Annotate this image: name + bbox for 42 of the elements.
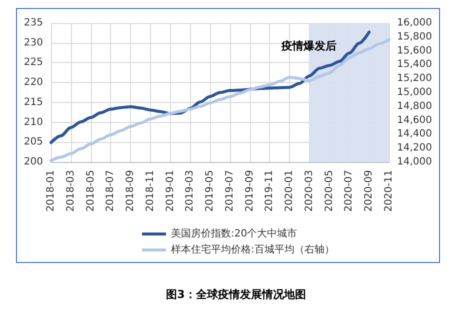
x-tick-label: 2020-05 [324, 170, 335, 212]
x-tick-label: 2020-07 [344, 170, 355, 212]
x-tick-label: 2019-05 [204, 170, 216, 212]
x-tick-label: 2019-09 [244, 170, 256, 212]
y2-tick-label: 15,200 [397, 73, 432, 84]
y2-tick-label: 15,800 [397, 31, 432, 42]
x-tick-label: 2020-01 [284, 170, 296, 212]
y-tick-label: 225 [24, 57, 43, 68]
y-tick-label: 230 [24, 37, 43, 48]
x-tick-label: 2018-05 [85, 170, 96, 212]
line-series [50, 38, 390, 162]
y2-tick-label: 15,000 [397, 87, 432, 98]
x-tick-label: 2018-07 [105, 170, 116, 212]
y2-tick-label: 14,000 [397, 156, 432, 168]
y-tick-label: 210 [24, 116, 43, 128]
x-tick-label: 2019-03 [184, 170, 196, 212]
y-tick-label: 235 [24, 18, 43, 28]
caption: 图3：全球疫情发展情况地图 [165, 287, 307, 303]
y2-tick-label: 15,600 [397, 45, 432, 56]
x-tick-label: 2018-09 [125, 170, 136, 212]
y-tick-label: 215 [24, 96, 43, 108]
y-tick-label: 200 [24, 156, 43, 168]
x-tick-label: 2019-07 [224, 170, 236, 212]
y-tick-label: 205 [24, 136, 43, 148]
y2-tick-label: 14,800 [397, 100, 432, 112]
x-tick-label: 2018-01 [46, 170, 56, 212]
legend-label: 样本住宅平均价格:百城平均（右轴） [171, 244, 334, 256]
x-tick-label: 2020-09 [364, 170, 375, 212]
x-tick-label: 2019-11 [264, 170, 276, 212]
y2-tick-label: 16,000 [397, 18, 432, 28]
y2-tick-label: 14,600 [397, 114, 432, 126]
x-tick-label: 2020-11 [384, 170, 394, 212]
y2-tick-label: 14,200 [397, 142, 432, 154]
y2-tick-label: 15,400 [397, 59, 432, 70]
x-tick-label: 2018-11 [144, 170, 156, 212]
y2-tick-label: 14,400 [397, 128, 432, 140]
legend-label: 美国房价指数:20个大中城市 [171, 228, 298, 240]
band-label: 疫情爆发后 [280, 40, 337, 52]
x-tick-label: 2018-03 [65, 170, 76, 212]
y-tick-label: 220 [24, 77, 43, 88]
x-tick-label: 2019-01 [164, 170, 176, 212]
x-tick-label: 2020-03 [304, 170, 315, 212]
